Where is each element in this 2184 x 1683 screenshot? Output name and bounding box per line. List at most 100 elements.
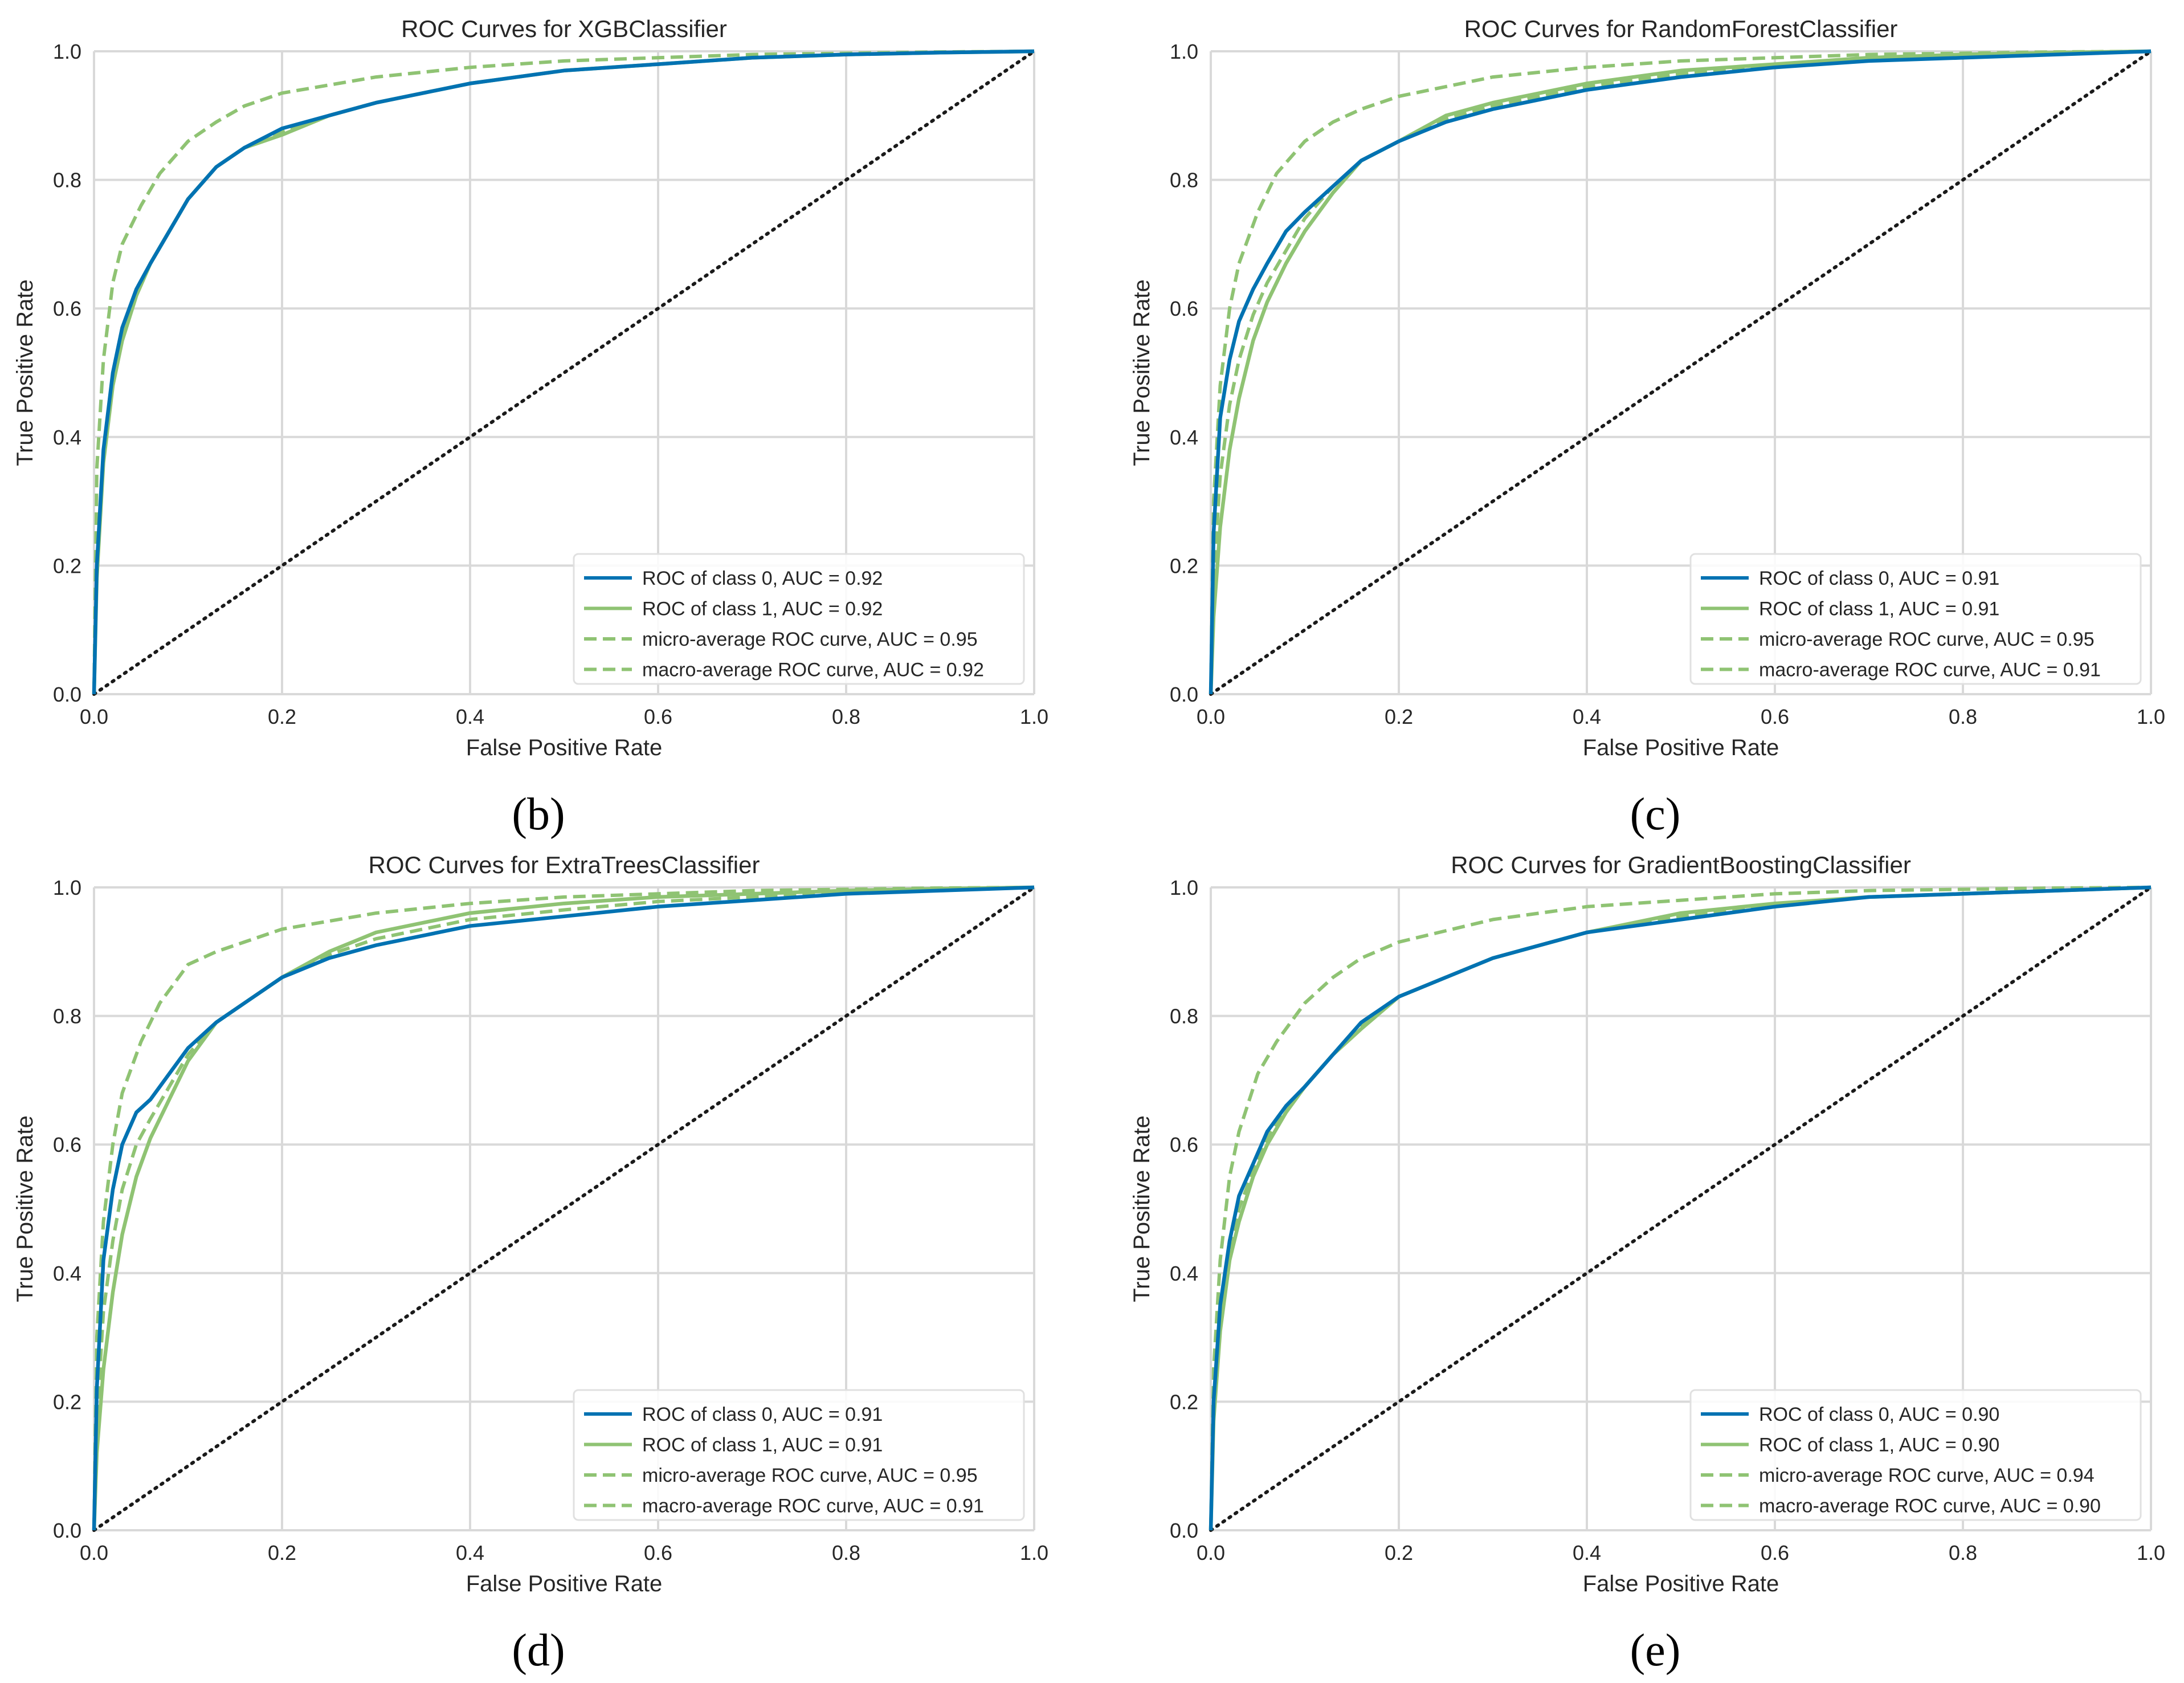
y-tick-label: 0.2 <box>53 554 81 577</box>
chance-diagonal-line <box>1209 886 2153 1532</box>
y-tick-label: 0.2 <box>1170 554 1198 577</box>
y-tick-label: 0.6 <box>53 297 81 320</box>
y-axis-label: True Positive Rate <box>13 1115 38 1302</box>
y-tick-label: 0.8 <box>1170 169 1198 192</box>
panel-letter: (e) <box>1630 1625 1681 1676</box>
y-tick-label: 0.6 <box>53 1133 81 1156</box>
x-axis-label: False Positive Rate <box>1583 735 1779 760</box>
x-tick-label: 0.2 <box>1385 705 1413 728</box>
legend-entry: ROC of class 0, AUC = 0.91 <box>1759 568 1999 589</box>
y-tick-label: 0.6 <box>1170 297 1198 320</box>
chance-diagonal-line <box>92 50 1036 696</box>
x-tick-label: 0.0 <box>1197 705 1225 728</box>
x-tick-label: 0.6 <box>1761 705 1789 728</box>
y-tick-label: 0.0 <box>53 1519 81 1542</box>
legend-entry: ROC of class 1, AUC = 0.91 <box>642 1435 883 1456</box>
legend-entry: ROC of class 1, AUC = 0.91 <box>1759 598 1999 620</box>
chart-title: ROC Curves for RandomForestClassifier <box>1464 15 1898 42</box>
y-tick-label: 1.0 <box>53 40 81 63</box>
average-roc-curve-2 <box>1209 886 2152 1531</box>
x-tick-label: 0.8 <box>832 705 860 728</box>
legend-entry: ROC of class 0, AUC = 0.91 <box>642 1404 883 1425</box>
legend-entry: macro-average ROC curve, AUC = 0.92 <box>642 659 984 681</box>
class-roc-curve-0 <box>1209 49 2152 695</box>
y-tick-label: 0.4 <box>53 1262 81 1285</box>
class-roc-curve-0 <box>1209 885 2152 1531</box>
x-tick-label: 0.2 <box>1385 1541 1413 1564</box>
y-tick-label: 0.4 <box>1170 426 1198 449</box>
chart-title: ROC Curves for XGBClassifier <box>401 15 727 42</box>
x-tick-label: 0.6 <box>644 705 672 728</box>
legend: ROC of class 0, AUC = 0.90 ROC of class 1… <box>1689 1389 2142 1521</box>
x-tick-label: 0.2 <box>268 1541 296 1564</box>
legend-entry: macro-average ROC curve, AUC = 0.90 <box>1759 1495 2101 1517</box>
legend-box <box>1689 1389 2142 1521</box>
y-tick-label: 0.0 <box>1170 683 1198 706</box>
legend-entry: ROC of class 1, AUC = 0.92 <box>642 598 883 620</box>
chance-diagonal-line <box>92 886 1036 1532</box>
legend-entry: micro-average ROC curve, AUC = 0.94 <box>1759 1465 2095 1486</box>
legend-entry: micro-average ROC curve, AUC = 0.95 <box>1759 629 2095 650</box>
x-tick-label: 0.6 <box>1761 1541 1789 1564</box>
legend-entry: ROC of class 1, AUC = 0.90 <box>1759 1435 1999 1456</box>
x-tick-label: 0.6 <box>644 1541 672 1564</box>
legend-entry: macro-average ROC curve, AUC = 0.91 <box>642 1495 984 1517</box>
legend-entry: ROC of class 0, AUC = 0.92 <box>642 568 883 589</box>
x-tick-label: 0.8 <box>1949 1541 1977 1564</box>
x-tick-label: 1.0 <box>2137 705 2165 728</box>
legend: ROC of class 0, AUC = 0.92 ROC of class 1… <box>573 553 1025 685</box>
roc-panel-e: 0.0 0.2 0.4 0.6 0.8 1.0 0.0 0.2 0.4 0.6 0.8 1.0 Fals… <box>1129 851 2165 1596</box>
legend-box <box>573 1389 1025 1521</box>
chance-diagonal-line <box>1209 50 2153 696</box>
class-roc-curve-0 <box>92 49 1035 695</box>
x-tick-label: 0.4 <box>1573 705 1601 728</box>
y-tick-label: 0.4 <box>1170 1262 1198 1285</box>
panel-letter: (d) <box>512 1625 565 1676</box>
y-tick-label: 0.8 <box>1170 1005 1198 1028</box>
x-tick-label: 0.4 <box>456 1541 484 1564</box>
legend-entry: micro-average ROC curve, AUC = 0.95 <box>642 1465 978 1486</box>
x-axis-label: False Positive Rate <box>466 1571 663 1596</box>
roc-panel-c: 0.0 0.2 0.4 0.6 0.8 1.0 0.0 0.2 0.4 0.6 0.8 1.0 Fals… <box>1129 15 2165 760</box>
roc-panel-d: 0.0 0.2 0.4 0.6 0.8 1.0 0.0 0.2 0.4 0.6 0.8 1.0 Fals… <box>13 851 1048 1596</box>
y-tick-label: 0.2 <box>1170 1390 1198 1413</box>
y-tick-label: 0.8 <box>53 1005 81 1028</box>
x-tick-label: 1.0 <box>2137 1541 2165 1564</box>
y-axis-label: True Positive Rate <box>1129 279 1154 466</box>
x-tick-label: 1.0 <box>1020 1541 1048 1564</box>
y-axis-label: True Positive Rate <box>13 279 38 466</box>
x-tick-label: 0.8 <box>832 1541 860 1564</box>
legend-box <box>1689 553 2142 685</box>
legend: ROC of class 0, AUC = 0.91 ROC of class 1… <box>1689 553 2142 685</box>
y-tick-label: 0.6 <box>1170 1133 1198 1156</box>
legend-entry: micro-average ROC curve, AUC = 0.95 <box>642 629 978 650</box>
x-tick-label: 0.0 <box>1197 1541 1225 1564</box>
x-tick-label: 0.4 <box>456 705 484 728</box>
y-tick-label: 0.4 <box>53 426 81 449</box>
y-tick-label: 1.0 <box>1170 40 1198 63</box>
x-tick-label: 0.0 <box>80 705 108 728</box>
y-tick-label: 0.8 <box>53 169 81 192</box>
y-tick-label: 1.0 <box>1170 876 1198 899</box>
class-roc-curve-0 <box>92 885 1035 1531</box>
y-tick-label: 0.0 <box>53 683 81 706</box>
legend: ROC of class 0, AUC = 0.91 ROC of class 1… <box>573 1389 1025 1521</box>
x-tick-label: 0.2 <box>268 705 296 728</box>
x-axis-label: False Positive Rate <box>466 735 663 760</box>
average-roc-curve-2 <box>92 50 1035 695</box>
roc-panel-b: 0.0 0.2 0.4 0.6 0.8 1.0 0.0 0.2 0.4 0.6 0.8 1.0 Fals… <box>13 15 1048 760</box>
panel-letter: (b) <box>512 789 565 840</box>
x-tick-label: 0.4 <box>1573 1541 1601 1564</box>
x-tick-label: 1.0 <box>1020 705 1048 728</box>
y-tick-label: 0.2 <box>53 1390 81 1413</box>
y-axis-label: True Positive Rate <box>1129 1115 1154 1302</box>
chart-title: ROC Curves for ExtraTreesClassifier <box>369 851 760 878</box>
y-tick-label: 1.0 <box>53 876 81 899</box>
legend-box <box>573 553 1025 685</box>
average-roc-curve-2 <box>92 886 1035 1531</box>
legend-entry: ROC of class 0, AUC = 0.90 <box>1759 1404 1999 1425</box>
x-tick-label: 0.8 <box>1949 705 1977 728</box>
chart-title: ROC Curves for GradientBoostingClassifie… <box>1451 851 1911 878</box>
x-tick-label: 0.0 <box>80 1541 108 1564</box>
